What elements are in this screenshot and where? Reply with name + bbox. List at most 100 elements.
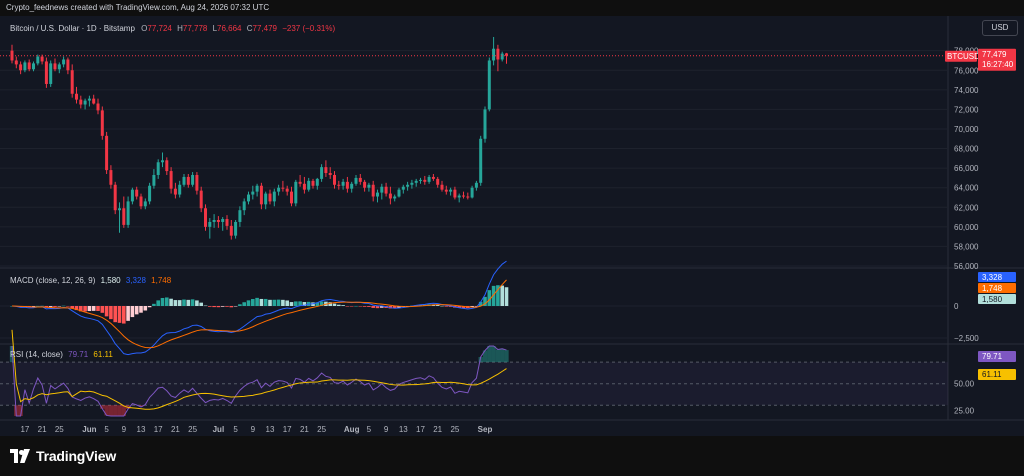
time-axis-label: 13 bbox=[266, 425, 275, 434]
candle-body bbox=[92, 98, 96, 104]
macd-value-tag bbox=[978, 272, 1016, 282]
candle-body bbox=[14, 60, 18, 65]
candle-body bbox=[496, 48, 500, 60]
candle-body bbox=[315, 178, 319, 186]
macd-histogram-bar bbox=[203, 305, 208, 307]
macd-histogram-bar bbox=[440, 305, 444, 307]
candle-body bbox=[165, 160, 169, 172]
candle-body bbox=[66, 59, 70, 71]
time-axis-label: 21 bbox=[300, 425, 309, 434]
macd-histogram-bar bbox=[70, 306, 74, 309]
candle-body bbox=[483, 109, 487, 139]
macd-histogram-bar bbox=[152, 303, 156, 306]
candle-body bbox=[53, 63, 57, 70]
candle-body bbox=[79, 99, 83, 105]
time-axis-label: 5 bbox=[104, 425, 109, 434]
symbol-tag-text: BTCUSD bbox=[947, 52, 980, 61]
candle-body bbox=[169, 171, 173, 189]
symbol-label: Bitcoin / U.S. Dollar · 1D · Bitstamp bbox=[10, 24, 135, 33]
candle-body bbox=[449, 189, 453, 192]
candle-body bbox=[234, 221, 238, 236]
macd-histogram-bar bbox=[371, 306, 375, 308]
candle-body bbox=[328, 173, 332, 175]
macd-histogram-bar bbox=[238, 304, 242, 306]
currency-button[interactable]: USD bbox=[982, 20, 1018, 36]
time-axis-label: Aug bbox=[344, 425, 360, 434]
macd-histogram-bar bbox=[53, 306, 57, 307]
macd-histogram-bar bbox=[40, 305, 44, 307]
caption-bar: Crypto_feednews created with TradingView… bbox=[0, 0, 1024, 16]
macd-histogram-bar bbox=[500, 285, 504, 306]
macd-value-tag-text: 1,748 bbox=[982, 284, 1003, 293]
price-axis-label: 56,000 bbox=[954, 262, 979, 271]
macd-value-tag-text: 3,328 bbox=[982, 273, 1003, 282]
macd-histogram-bar bbox=[165, 297, 169, 306]
chart-panel[interactable] bbox=[0, 16, 1024, 436]
candle-body bbox=[350, 183, 354, 189]
macd-histogram-bar bbox=[349, 306, 354, 307]
low-value: 76,664 bbox=[217, 24, 242, 33]
price-tag-value: 77,479 bbox=[982, 50, 1007, 59]
macd-hist-value: 1,580 bbox=[100, 276, 121, 285]
macd-histogram-bar bbox=[367, 306, 371, 307]
macd-histogram-bar bbox=[87, 306, 92, 312]
price-axis-label: 70,000 bbox=[954, 125, 979, 134]
time-axis-label: 5 bbox=[233, 425, 238, 434]
candle-body bbox=[32, 63, 35, 70]
candle-body bbox=[49, 63, 53, 84]
macd-histogram-bar bbox=[212, 306, 216, 308]
macd-histogram-bar bbox=[392, 306, 397, 309]
candle-body bbox=[505, 53, 508, 56]
time-axis-label: 9 bbox=[251, 425, 256, 434]
price-tag-countdown: 16:27:40 bbox=[982, 60, 1014, 69]
macd-histogram-bar bbox=[216, 306, 221, 308]
candle-body bbox=[333, 174, 336, 185]
price-axis-label: 76,000 bbox=[954, 66, 979, 75]
macd-histogram-bar bbox=[220, 306, 225, 307]
candle-body bbox=[122, 208, 126, 225]
candle-body bbox=[44, 61, 48, 84]
candle-body bbox=[135, 189, 139, 197]
price-axis-label: 68,000 bbox=[954, 145, 979, 154]
macd-histogram-bar bbox=[233, 306, 238, 307]
brand-name: TradingView bbox=[36, 448, 117, 464]
macd-histogram-bar bbox=[375, 306, 380, 309]
macd-histogram-bar bbox=[246, 300, 251, 306]
macd-histogram-bar bbox=[491, 285, 496, 306]
macd-histogram-bar bbox=[332, 303, 337, 306]
candle-body bbox=[83, 100, 87, 105]
macd-histogram-bar bbox=[302, 302, 307, 306]
candle-body bbox=[195, 174, 199, 191]
macd-histogram-bar bbox=[461, 306, 466, 309]
symbol-tag bbox=[945, 50, 977, 62]
candle-body bbox=[264, 193, 268, 205]
candle-body bbox=[247, 194, 250, 202]
macd-histogram-bar bbox=[487, 290, 492, 306]
candle-body bbox=[199, 190, 203, 209]
tradingview-logo[interactable]: TradingView bbox=[10, 448, 116, 464]
macd-histogram-bar bbox=[444, 306, 449, 307]
macd-value-tag bbox=[978, 283, 1016, 293]
candle-body bbox=[40, 56, 44, 62]
macd-histogram-bar bbox=[319, 301, 324, 306]
price-tag bbox=[978, 48, 1016, 71]
macd-legend: MACD (close, 12, 26, 9) 1,580 3,328 1,74… bbox=[10, 276, 171, 285]
macd-histogram-bar bbox=[268, 299, 272, 306]
macd-histogram-bar bbox=[74, 306, 79, 311]
time-axis-label: 25 bbox=[188, 425, 197, 434]
candle-body bbox=[255, 185, 259, 192]
macd-histogram-bar bbox=[255, 297, 259, 306]
macd-histogram-bar bbox=[483, 296, 487, 306]
candle-body bbox=[113, 184, 117, 211]
macd-histogram-bar bbox=[294, 301, 298, 306]
price-chart[interactable]: 78,00076,00074,00072,00070,00068,00066,0… bbox=[0, 16, 1024, 436]
candle-body bbox=[87, 98, 91, 101]
candle-body bbox=[414, 180, 418, 183]
macd-histogram-bar bbox=[61, 305, 66, 307]
price-axis-label: 62,000 bbox=[954, 203, 979, 212]
macd-histogram-bar bbox=[182, 299, 186, 306]
time-axis-label: 17 bbox=[416, 425, 425, 434]
macd-histogram-bar bbox=[457, 306, 461, 308]
macd-histogram-bar bbox=[126, 306, 130, 321]
macd-histogram-bar bbox=[397, 306, 401, 308]
